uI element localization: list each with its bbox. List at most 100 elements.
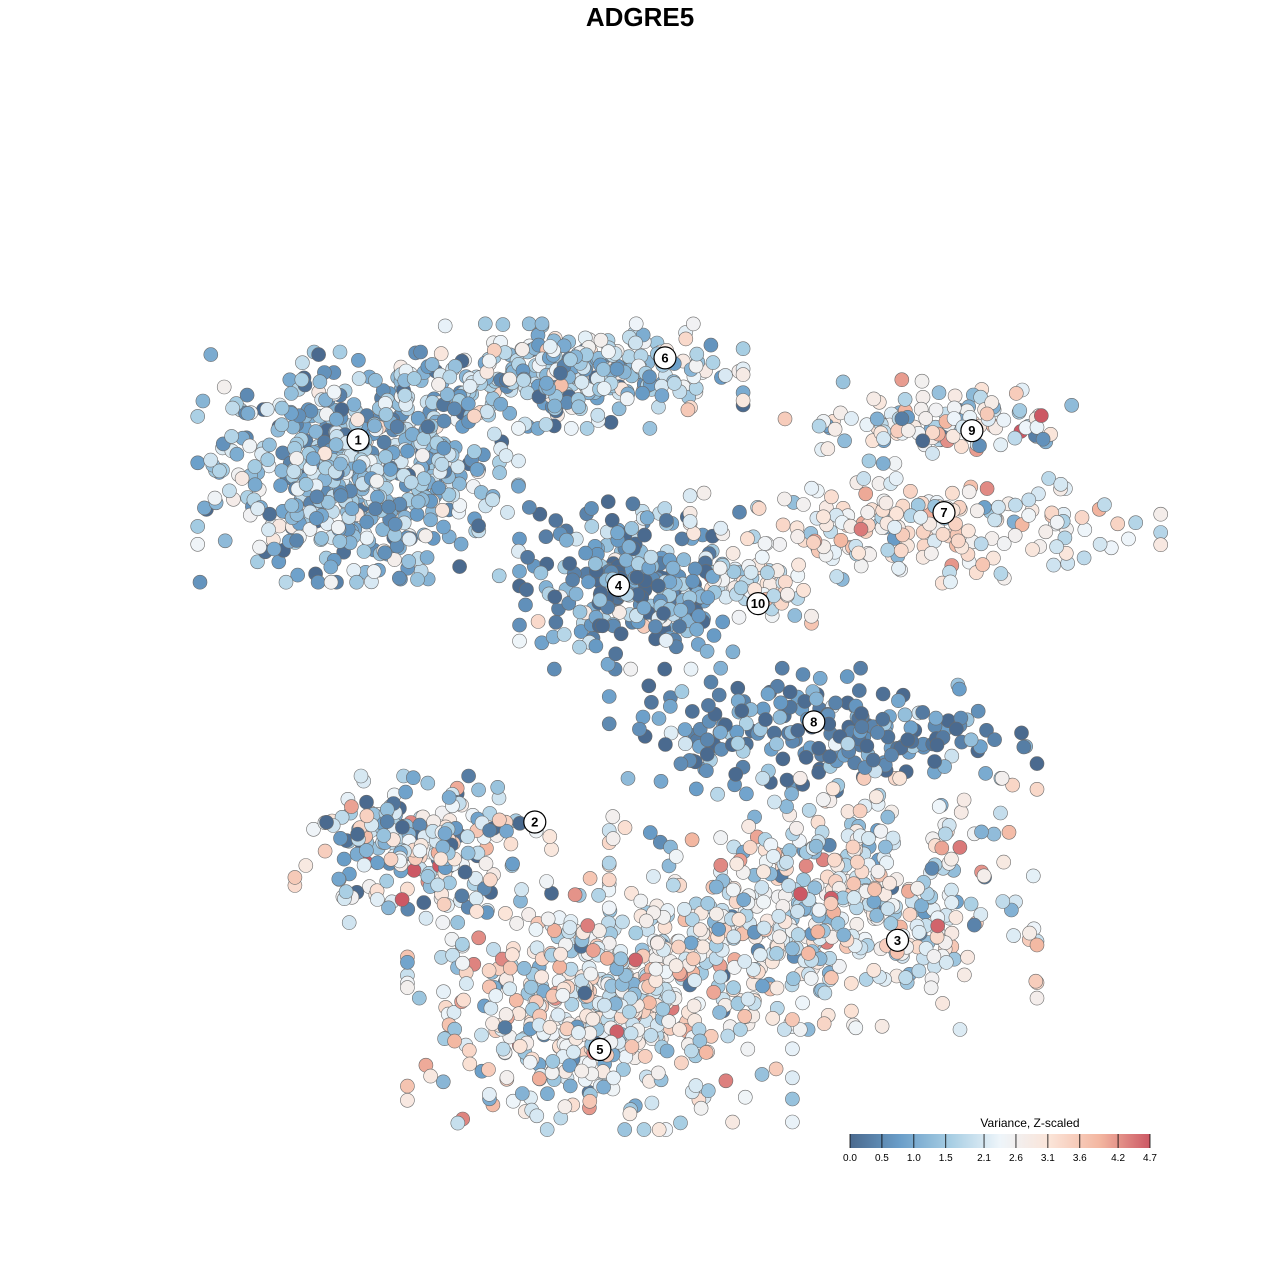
data-point: [454, 936, 470, 952]
data-point: [914, 898, 929, 913]
data-point: [678, 736, 693, 752]
data-point: [756, 864, 771, 880]
cluster-label-8: 8: [802, 710, 826, 734]
data-point: [674, 1055, 689, 1071]
data-point: [934, 840, 950, 856]
data-point: [381, 900, 396, 916]
data-point: [935, 996, 950, 1011]
data-point: [672, 619, 687, 634]
cluster-label-marker: [346, 428, 370, 452]
data-point: [979, 722, 994, 738]
data-point: [869, 411, 885, 427]
data-point: [601, 689, 617, 704]
data-point: [367, 418, 382, 434]
data-point: [1153, 537, 1168, 553]
data-point: [648, 619, 663, 634]
data-point: [848, 1020, 864, 1036]
data-point: [203, 452, 218, 468]
data-point: [452, 559, 467, 574]
data-point: [574, 374, 590, 390]
data-point: [617, 820, 633, 835]
data-point: [737, 1009, 753, 1024]
data-point: [356, 857, 372, 873]
data-point: [1049, 514, 1065, 530]
data-point: [636, 600, 652, 616]
data-point: [492, 812, 507, 828]
data-point: [192, 574, 208, 590]
data-point: [987, 732, 1002, 748]
data-point: [914, 373, 930, 389]
data-point: [879, 855, 895, 871]
data-point: [622, 1106, 638, 1122]
data-point: [1041, 471, 1056, 486]
data-point: [433, 346, 449, 361]
data-point: [733, 1022, 748, 1037]
data-point: [771, 908, 787, 924]
data-point: [784, 786, 799, 802]
data-point: [874, 1019, 890, 1034]
points-layer: [190, 316, 1168, 1137]
data-point: [259, 402, 275, 417]
data-point: [553, 365, 568, 381]
data-point: [642, 825, 658, 840]
data-point: [485, 492, 500, 508]
data-point: [423, 512, 438, 528]
cluster-label-text: 9: [968, 423, 975, 438]
data-point: [260, 452, 276, 468]
data-point: [562, 1078, 578, 1094]
data-point: [684, 912, 700, 927]
data-point: [471, 782, 486, 798]
data-point: [789, 820, 804, 836]
data-point: [503, 836, 519, 852]
data-point: [853, 660, 868, 676]
data-point: [787, 608, 803, 623]
data-point: [974, 824, 989, 840]
data-point: [665, 560, 681, 576]
data-point: [782, 684, 798, 700]
data-point: [953, 804, 969, 820]
data-point: [769, 946, 784, 961]
data-point: [274, 400, 290, 416]
data-point: [400, 954, 415, 970]
data-point: [309, 489, 325, 505]
data-point: [755, 770, 771, 786]
data-point: [808, 691, 824, 707]
data-point: [195, 393, 211, 409]
data-point: [504, 947, 520, 963]
data-point: [471, 518, 486, 534]
data-point: [796, 497, 811, 512]
data-point: [993, 437, 1009, 453]
data-point: [582, 871, 598, 886]
data-point: [829, 569, 845, 584]
cluster-label-marker: [653, 346, 677, 370]
data-point: [677, 901, 692, 917]
data-point: [757, 536, 773, 551]
data-point: [413, 344, 428, 360]
data-point: [658, 737, 673, 752]
data-point: [685, 316, 701, 332]
data-point: [483, 1000, 499, 1016]
colorbar-tick-label: 0.5: [875, 1153, 889, 1164]
data-point: [860, 505, 876, 520]
data-point: [330, 520, 346, 535]
data-point: [923, 980, 939, 996]
data-point: [1016, 739, 1032, 755]
data-point: [910, 880, 925, 896]
data-point: [685, 951, 701, 967]
data-point: [742, 840, 758, 855]
data-point: [424, 357, 440, 372]
data-point: [610, 525, 625, 541]
data-point: [646, 869, 661, 884]
data-point: [858, 486, 874, 502]
data-point: [869, 908, 885, 923]
data-point: [740, 531, 755, 547]
data-point: [518, 597, 533, 613]
data-point: [397, 388, 413, 403]
data-point: [359, 514, 375, 530]
data-point: [737, 954, 753, 969]
data-point: [785, 1091, 800, 1107]
data-point: [336, 851, 352, 867]
data-point: [698, 1045, 714, 1060]
data-point: [509, 916, 525, 931]
data-point: [774, 660, 790, 676]
